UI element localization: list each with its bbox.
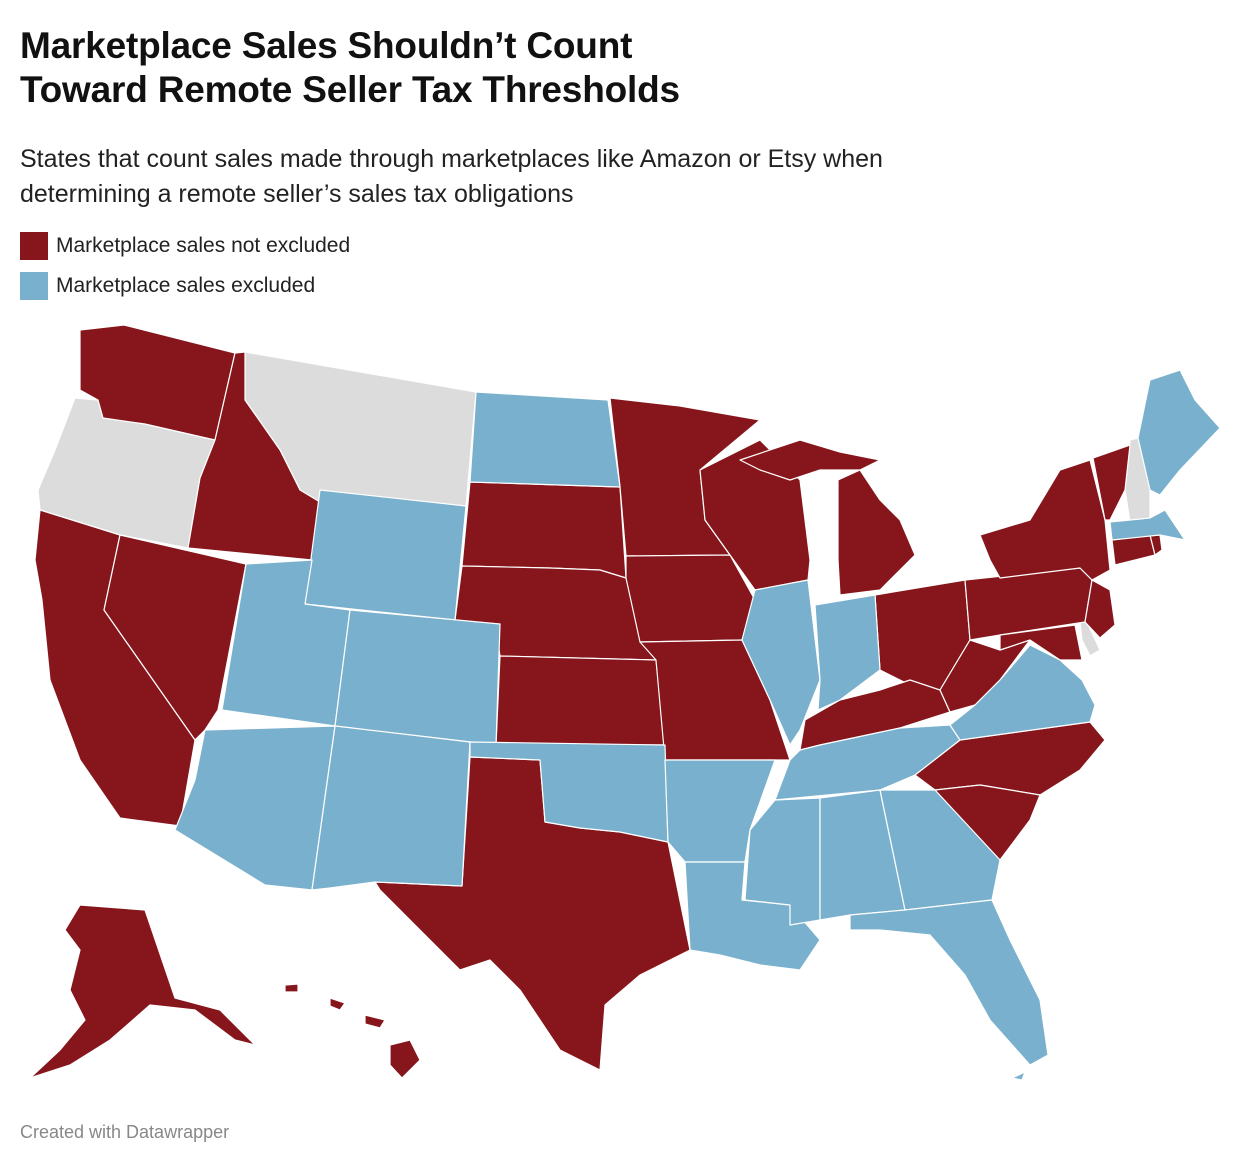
state-new-mexico[interactable] xyxy=(311,725,471,891)
state-kansas[interactable] xyxy=(495,655,666,746)
legend-swatch-excluded xyxy=(20,272,48,300)
state-illinois[interactable] xyxy=(741,579,821,746)
subtitle-line-1: States that count sales made through mar… xyxy=(20,145,883,173)
state-iowa[interactable] xyxy=(625,554,756,643)
legend-item-not-excluded: Marketplace sales not excluded xyxy=(20,232,350,260)
state-wyoming[interactable] xyxy=(304,489,467,621)
state-michigan[interactable] xyxy=(739,439,916,596)
state-arizona[interactable] xyxy=(174,725,336,891)
footer-credit: Created with Datawrapper xyxy=(20,1122,230,1142)
state-alaska[interactable] xyxy=(29,904,256,1079)
legend: Marketplace sales not excluded Marketpla… xyxy=(20,232,350,312)
state-vermont[interactable] xyxy=(1092,444,1131,521)
state-louisiana[interactable] xyxy=(684,861,821,971)
state-washington[interactable] xyxy=(79,324,236,441)
state-hawaii-islands[interactable] xyxy=(284,983,386,1029)
chart-subtitle: States that count sales made through mar… xyxy=(20,142,1200,212)
legend-swatch-not-excluded xyxy=(20,232,48,260)
state-west-virginia[interactable] xyxy=(939,639,1031,713)
state-new-york[interactable] xyxy=(979,459,1111,581)
legend-label-excluded: Marketplace sales excluded xyxy=(56,274,316,297)
state-new-jersey[interactable] xyxy=(1084,579,1116,639)
chart-title: Marketplace Sales Shouldn’t Count Toward… xyxy=(20,24,1200,112)
state-virginia[interactable] xyxy=(949,644,1096,741)
us-state-map xyxy=(29,324,1221,1081)
legend-label-not-excluded: Marketplace sales not excluded xyxy=(56,234,351,257)
state-colorado[interactable] xyxy=(334,609,501,746)
state-florida[interactable] xyxy=(849,899,1049,1066)
state-indiana[interactable] xyxy=(814,594,881,711)
state-massachusetts[interactable] xyxy=(1109,509,1186,541)
title-line-1: Marketplace Sales Shouldn’t Count xyxy=(20,25,633,66)
state-south-dakota[interactable] xyxy=(461,481,627,579)
legend-item-excluded: Marketplace sales excluded xyxy=(20,272,350,300)
state-georgia[interactable] xyxy=(879,789,1001,911)
state-hawaii[interactable] xyxy=(389,1039,421,1079)
subtitle-line-2: determining a remote seller’s sales tax … xyxy=(20,180,574,208)
state-maine[interactable] xyxy=(1137,369,1221,496)
state-florida-keys[interactable] xyxy=(1011,1071,1026,1081)
title-line-2: Toward Remote Seller Tax Thresholds xyxy=(20,69,680,110)
state-north-dakota[interactable] xyxy=(469,391,621,488)
